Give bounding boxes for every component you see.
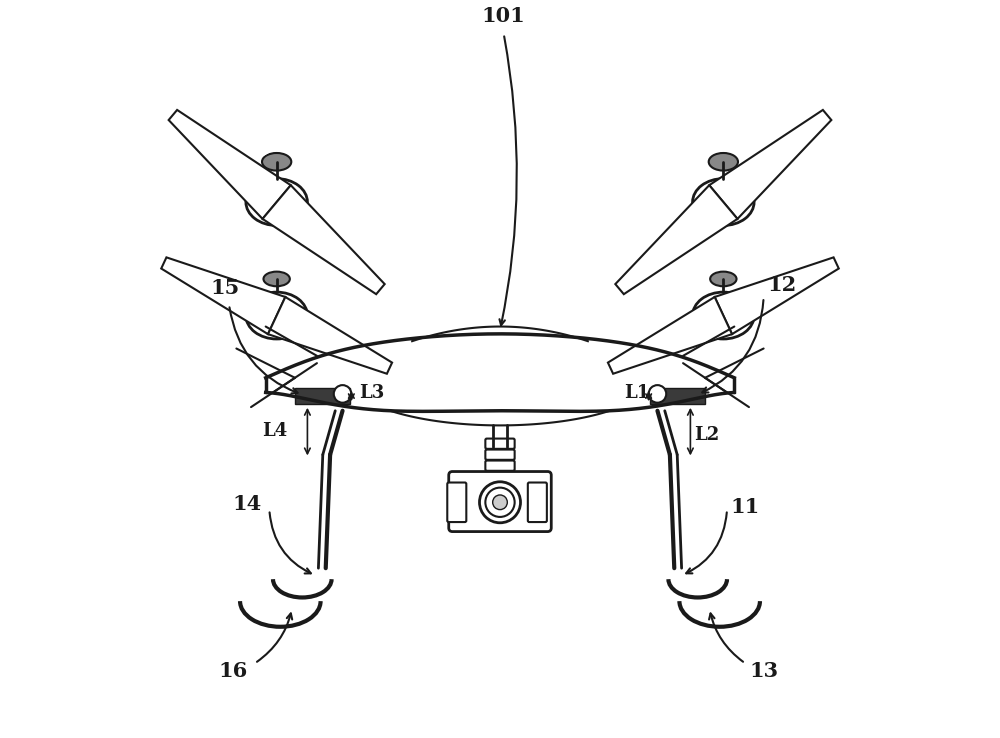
Text: 13: 13 xyxy=(749,661,778,680)
Text: 14: 14 xyxy=(233,494,262,514)
Ellipse shape xyxy=(246,179,307,226)
Text: 15: 15 xyxy=(211,277,240,297)
Ellipse shape xyxy=(479,482,521,523)
Text: L1: L1 xyxy=(624,384,650,401)
Ellipse shape xyxy=(710,272,737,286)
FancyBboxPatch shape xyxy=(447,483,466,522)
Ellipse shape xyxy=(255,186,299,218)
Text: 101: 101 xyxy=(482,7,526,27)
Ellipse shape xyxy=(256,301,297,330)
Ellipse shape xyxy=(493,495,507,510)
Polygon shape xyxy=(615,185,737,294)
FancyBboxPatch shape xyxy=(485,449,515,460)
Ellipse shape xyxy=(262,153,291,170)
FancyBboxPatch shape xyxy=(295,388,350,404)
Ellipse shape xyxy=(693,292,754,339)
Text: L2: L2 xyxy=(694,426,719,444)
Ellipse shape xyxy=(485,488,515,517)
Ellipse shape xyxy=(263,272,290,286)
FancyBboxPatch shape xyxy=(650,388,705,404)
Ellipse shape xyxy=(246,292,307,339)
Text: 12: 12 xyxy=(767,275,797,295)
FancyBboxPatch shape xyxy=(485,438,515,449)
FancyBboxPatch shape xyxy=(449,472,551,531)
Polygon shape xyxy=(161,258,285,334)
Polygon shape xyxy=(268,297,392,373)
Ellipse shape xyxy=(701,186,745,218)
Polygon shape xyxy=(709,110,831,219)
Polygon shape xyxy=(169,110,291,219)
Ellipse shape xyxy=(703,301,744,330)
Text: 16: 16 xyxy=(218,661,247,680)
Polygon shape xyxy=(715,258,839,334)
Polygon shape xyxy=(263,185,385,294)
FancyBboxPatch shape xyxy=(485,461,515,471)
Ellipse shape xyxy=(693,179,754,226)
FancyBboxPatch shape xyxy=(528,483,547,522)
Polygon shape xyxy=(608,297,732,373)
Text: 11: 11 xyxy=(731,497,760,517)
Text: L3: L3 xyxy=(359,384,384,401)
Ellipse shape xyxy=(334,385,351,403)
Ellipse shape xyxy=(649,385,666,403)
Text: L4: L4 xyxy=(262,422,287,441)
Ellipse shape xyxy=(709,153,738,170)
